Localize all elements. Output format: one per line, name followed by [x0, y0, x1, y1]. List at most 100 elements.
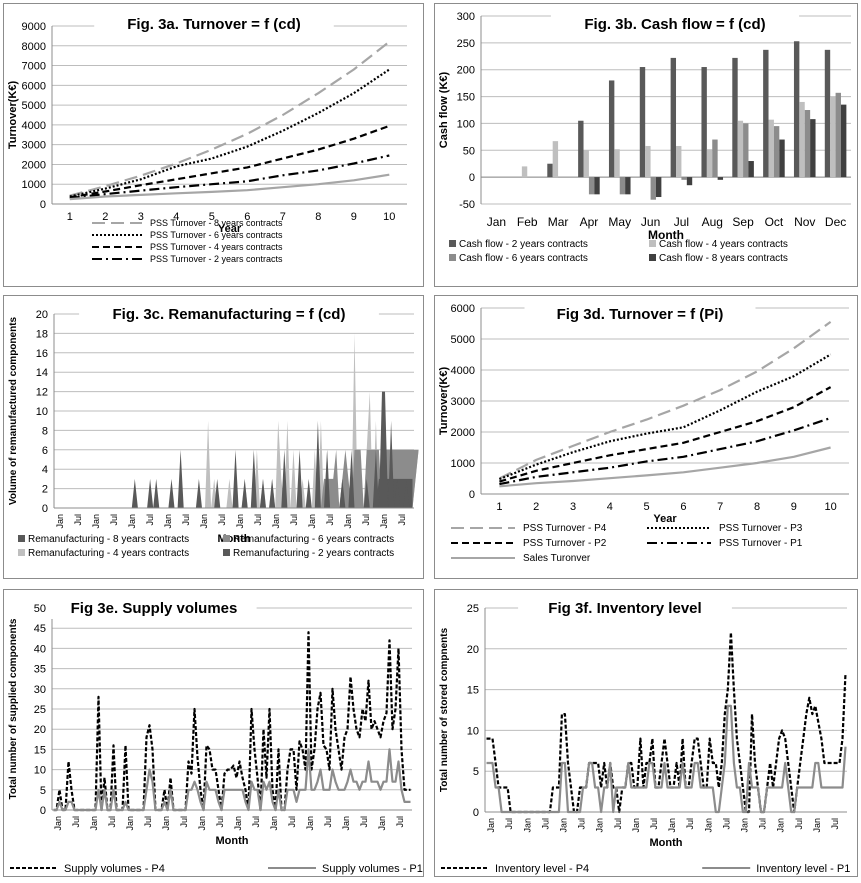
bar: [748, 161, 754, 178]
chart-turnover-cd: 0 1000 2000 3000 4000 5000 6000 7000 8000 9000 Tur…: [7, 13, 407, 264]
x-tick-label: Mar: [548, 215, 569, 229]
chart-title-box: [550, 13, 800, 35]
series-line: [69, 154, 390, 200]
legend-label: Remanufacturing - 6 years contracts: [233, 534, 394, 545]
legend-label: Cash flow - 8 years contracts: [659, 253, 788, 264]
x-tick-label: Jul: [830, 818, 840, 830]
x-tick-label: Jan: [305, 816, 315, 831]
x-tick-label: Jan: [125, 816, 135, 831]
x-tick-label: Jan: [89, 816, 99, 831]
y-tick-label: 200: [457, 65, 475, 77]
bar: [681, 177, 687, 180]
legend-swatch: [223, 549, 230, 556]
x-axis-title: Year: [653, 513, 677, 525]
y-tick-label: 50: [34, 603, 46, 615]
series-line: [53, 748, 411, 812]
y-tick-label: 4000: [451, 365, 475, 377]
bar: [625, 177, 631, 195]
x-tick-label: 5: [644, 501, 650, 513]
y-tick-label: 300: [457, 11, 475, 23]
x-tick-label: Jul: [109, 514, 119, 526]
x-tick-label: 5: [209, 211, 215, 223]
series-line: [499, 446, 831, 488]
bar: [619, 177, 626, 195]
x-tick-label: 9: [351, 211, 357, 223]
y-tick-label: 10: [36, 406, 48, 418]
y-tick-label: 3000: [22, 140, 46, 152]
x-tick-label: Jan: [271, 514, 281, 529]
series-line: [498, 321, 832, 480]
chart-turnover-pi: 0 1000 2000 3000 4000 5000 6000 Turnover(K€) 1 2 3…: [438, 303, 849, 564]
chart-panel-3f: 0 5 10 15 20 25 Total number of stored compnen…: [434, 589, 858, 877]
y-tick-label: 0: [40, 199, 46, 211]
y-tick-label: -50: [459, 199, 475, 211]
legend-label: Cash flow - 6 years contracts: [459, 253, 588, 264]
y-tick-label: 25: [34, 704, 46, 716]
series-line: [69, 124, 390, 199]
y-tick-label: 35: [34, 664, 46, 676]
x-tick-label: Jul: [674, 215, 689, 229]
chart-panel-3a: 0 1000 2000 3000 4000 5000 6000 7000 8000 9000 Tur…: [3, 3, 424, 287]
x-tick-label: Jul: [577, 818, 587, 830]
bar: [743, 123, 749, 178]
x-tick-label: Jul: [397, 514, 407, 526]
bar: [804, 110, 811, 178]
x-axis-title: Month: [650, 837, 683, 849]
x-tick-label: Sep: [732, 215, 754, 229]
x-tick-label: Jan: [377, 816, 387, 831]
y-tick-label: 1000: [22, 179, 46, 191]
y-tick-label: 0: [473, 807, 479, 819]
x-tick-label: 8: [754, 501, 760, 513]
y-tick-label: 30: [34, 684, 46, 696]
bar: [594, 177, 600, 195]
y-tick-label: 16: [36, 348, 48, 360]
x-tick-label: 10: [383, 211, 395, 223]
x-tick-label: Apr: [580, 215, 599, 229]
x-tick-label: Feb: [517, 215, 538, 229]
x-tick-label: Jul: [179, 816, 189, 828]
chart-remanufacturing-cd: 0 2 4 6 8 10 12 14 16 18 20 Volume of remanufacture…: [8, 303, 419, 559]
y-tick-label: 14: [36, 367, 48, 379]
legend-label: Cash flow - 4 years contracts: [659, 239, 788, 250]
bar: [701, 67, 707, 178]
legend-label: PSS Turnover - 4 years contracts: [150, 242, 283, 252]
y-tick-label: 8000: [22, 41, 46, 53]
chart-title: Fig. 3a. Turnover = f (cd): [127, 16, 301, 33]
y-tick-label: 7000: [22, 61, 46, 73]
y-tick-label: 0: [469, 172, 475, 184]
x-axis-title: Month: [216, 835, 249, 847]
y-tick-label: 15: [467, 685, 479, 697]
x-tick-label: 3: [570, 501, 576, 513]
legend-swatch: [449, 254, 456, 261]
y-tick-label: 2: [42, 484, 48, 496]
x-tick-label: Jan: [199, 514, 209, 529]
y-tick-label: 6: [42, 445, 48, 457]
chart-title-box: [94, 13, 334, 35]
x-tick-label: Jul: [359, 816, 369, 828]
chart-cashflow-cd: -50 0 50 100 150 200 250 300 Cash flow (K€) Jan Fe…: [438, 11, 851, 264]
y-axis-title: Volume of remanufactured components: [8, 316, 19, 505]
bar: [793, 41, 800, 178]
legend-label: PSS Turnover - P3: [719, 523, 803, 534]
series-line: [498, 353, 832, 481]
x-tick-label: 4: [173, 211, 179, 223]
y-tick-label: 4: [42, 464, 48, 476]
chart-inventory-level: 0 5 10 15 20 25 Total number of stored compnen…: [439, 597, 850, 875]
x-tick-label: Jul: [107, 816, 117, 828]
y-tick-label: 40: [34, 643, 46, 655]
series-line: [53, 631, 411, 812]
y-axis-title: Turnover(K€): [438, 367, 450, 436]
bar: [645, 145, 651, 178]
x-tick-label: Jan: [522, 818, 532, 833]
chart-title-box: [524, 303, 756, 325]
y-tick-label: 150: [457, 92, 475, 104]
x-tick-label: Jul: [289, 514, 299, 526]
x-tick-label: Jul: [217, 514, 227, 526]
chart-panel-3d: 0 1000 2000 3000 4000 5000 6000 Turnover(K€) 1 2 3…: [434, 295, 858, 579]
legend-label: Sales Turonver: [523, 553, 591, 564]
legend-swatch: [18, 535, 25, 542]
bar: [608, 80, 615, 178]
y-tick-label: 20: [34, 724, 46, 736]
y-tick-label: 2000: [22, 159, 46, 171]
bar: [521, 166, 528, 178]
